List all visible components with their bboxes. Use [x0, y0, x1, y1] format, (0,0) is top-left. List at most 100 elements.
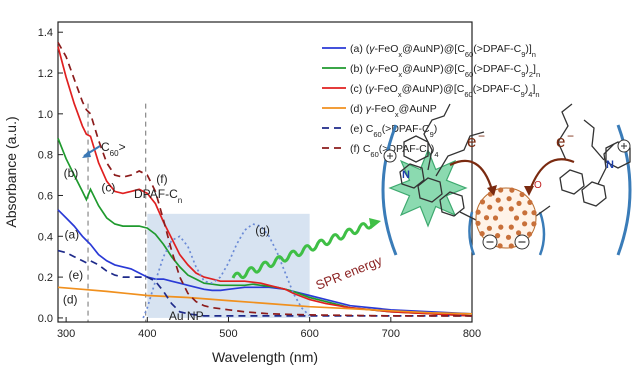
right-bracket [616, 124, 632, 256]
legend-text-part: 9 [521, 70, 525, 79]
y-tick-label: 0.8 [38, 150, 53, 162]
legend-text-part: x [398, 50, 402, 59]
legend-text-part: ) [525, 83, 529, 95]
carbon-atom [497, 243, 503, 249]
y-tick-label: 0.4 [38, 231, 53, 243]
carbon-atom [513, 215, 520, 221]
legend-text-part: -FeO [371, 103, 395, 115]
annotation-label: (e) [69, 268, 84, 282]
amine-bond [597, 143, 615, 185]
legend-text-part: x [398, 70, 402, 79]
carbon-atom [475, 220, 481, 226]
legend-text-part: (f) C [350, 143, 371, 155]
carbon-atom [516, 230, 522, 236]
legend-text-part: ] [533, 63, 536, 75]
y-tick-label: 1.0 [38, 109, 53, 121]
legend-text-part: γ [366, 103, 372, 115]
series-line-c [57, 46, 473, 317]
annotation-label: (g) [255, 223, 270, 237]
legend-text-part: )] [525, 43, 531, 55]
legend-text-part: (b) ( [350, 63, 370, 75]
y-tick-label: 0.2 [38, 272, 53, 284]
legend-entry: (d) γ-FeOx@AuNP [350, 103, 437, 119]
phenyl-ring [605, 141, 631, 169]
legend-text-part: n [532, 50, 536, 59]
electron-transfer-arrowhead [524, 186, 534, 196]
dpaf-label-part: DPAF-C [134, 187, 178, 201]
annotation-label: (d) [63, 293, 78, 307]
legend-text-part: ] [532, 83, 535, 95]
legend-text-part: 60 [464, 90, 472, 99]
legend-text-part: (e) C [350, 123, 374, 135]
electron-charge: − [567, 129, 574, 143]
legend-text-part: γ [369, 63, 375, 75]
spr-wave-arrow [231, 222, 375, 280]
carbon-atom [479, 199, 486, 205]
nitrogen-atom: N [402, 169, 410, 181]
legend-text-part: @AuNP)@[C [402, 63, 465, 75]
linker-bond [535, 205, 551, 217]
legend-text-part: 60 [370, 150, 378, 159]
annotation-label: (f) [156, 172, 167, 186]
fluorene-ring [581, 181, 607, 207]
oxygen-atom: O [534, 180, 542, 191]
x-tick-label: 300 [57, 328, 75, 340]
electron-transfer-arrowhead [487, 185, 497, 196]
x-tick-label: 700 [382, 328, 400, 340]
x-tick-label: 500 [219, 328, 237, 340]
carbon-atom [475, 209, 481, 215]
legend-text-part: 9 [521, 90, 525, 99]
legend-text-part: @AuNP)@[C [402, 43, 465, 55]
carbon-atom [479, 231, 485, 237]
fluorene-ring [417, 177, 443, 203]
fluorene-ring [559, 169, 585, 195]
alkyl-chain [423, 103, 451, 171]
y-tick-label: 1.2 [38, 68, 53, 80]
carbon-atom [506, 196, 512, 202]
legend-text-part: ) [431, 143, 435, 155]
y-tick-label: 0.0 [38, 313, 53, 325]
legend-text-part: 9 [430, 130, 434, 139]
carbon-atom [498, 187, 504, 193]
legend-text-part: n [535, 90, 539, 99]
carbon-atom [508, 206, 514, 212]
legend-text-part: ) [434, 123, 438, 135]
electron-transfer-arrow [528, 158, 575, 191]
carbon-atom [509, 187, 515, 193]
c60-label-part: > [119, 140, 126, 154]
dpaf-label-part: n [178, 196, 182, 205]
carbon-atom [487, 204, 493, 210]
series-line-f [57, 41, 472, 317]
carbon-atom [486, 225, 492, 231]
carbon-atom [516, 200, 522, 206]
legend-text-part: 60 [465, 50, 473, 59]
legend-text-part: (a) ( [350, 43, 370, 55]
legend-entry: (a) (γ-FeOx@AuNP)@[C60(>DPAF-C9)]n [350, 43, 536, 59]
series-line-g [142, 223, 311, 319]
carbon-atom [498, 224, 504, 230]
legend-text-part: (>DPAF-C [473, 63, 521, 75]
carbon-atom [495, 197, 501, 203]
legend-text-part: x [398, 90, 402, 99]
carbon-atom [483, 215, 490, 221]
alkyl-chain [583, 119, 605, 161]
x-tick-label: 600 [300, 328, 318, 340]
y-tick-label: 0.6 [38, 190, 53, 202]
spr-energy-label: SPR energy [314, 252, 385, 292]
y-axis-label: Absorbance (a.u.) [3, 116, 19, 227]
legend-text-part: @AuNP [399, 103, 437, 115]
electron-label: e [467, 132, 476, 151]
legend-text-part: -FeO [375, 63, 399, 75]
legend-text-part: 60 [465, 70, 473, 79]
legend-entry: (b) (γ-FeOx@AuNP)@[C60(>DPAF-C9)2]n [350, 63, 540, 79]
legend-text-part: n [536, 70, 540, 79]
fluorene-ring [439, 191, 465, 217]
carbon-atom [505, 234, 512, 240]
legend-text-part: (c) ( [350, 83, 369, 95]
carbon-atom [522, 221, 528, 227]
carbon-atom [508, 243, 514, 249]
alkyl-chain [557, 103, 573, 161]
c60-label: C60> [101, 140, 126, 158]
electron-label: e [556, 132, 565, 151]
